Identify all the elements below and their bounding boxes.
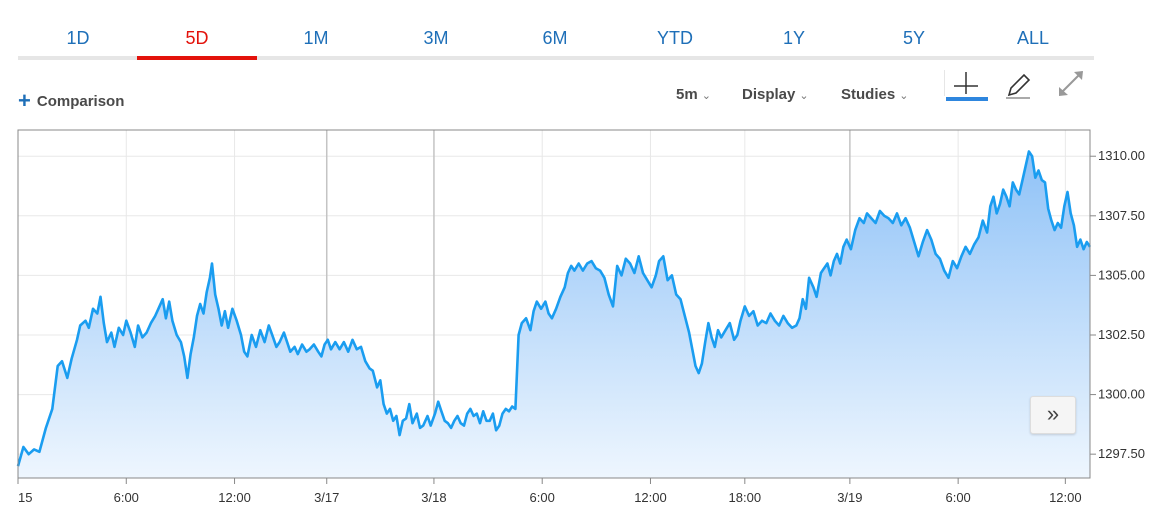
- y-tick-label: 1307.50: [1098, 208, 1145, 223]
- tab-ytd[interactable]: YTD: [657, 28, 693, 48]
- y-tick-label: 1305.00: [1098, 267, 1145, 282]
- tab-1y[interactable]: 1Y: [782, 28, 806, 48]
- tab-5d[interactable]: 5D: [137, 28, 257, 60]
- comparison-label: Comparison: [36, 93, 125, 110]
- interval-label: 5m: [676, 86, 698, 103]
- x-tick-label: 12:00: [218, 490, 251, 505]
- double-chevron-right-icon: »: [1046, 401, 1060, 426]
- tab-1m[interactable]: 1M: [303, 28, 329, 48]
- studies-label: Studies: [841, 86, 896, 103]
- x-tick-label: 3/17: [314, 490, 339, 505]
- chevron-down-icon: ⌄: [899, 90, 909, 102]
- x-tick-label: 12:00: [634, 490, 667, 505]
- y-tick-label: 1297.50: [1098, 446, 1145, 461]
- x-tick-label: 15: [18, 490, 32, 505]
- y-tick-label: 1302.50: [1098, 327, 1145, 342]
- plus-icon: +: [18, 88, 31, 113]
- tab-5y[interactable]: 5Y: [902, 28, 926, 48]
- x-tick-label: 12:00: [1049, 490, 1082, 505]
- y-tick-label: 1300.00: [1098, 387, 1145, 402]
- comparison-button[interactable]: + Comparison: [18, 86, 125, 113]
- tab-all[interactable]: ALL: [1016, 28, 1050, 48]
- chevron-down-icon: ⌄: [799, 90, 809, 102]
- x-tick-label: 6:00: [945, 490, 970, 505]
- x-tick-label: 6:00: [530, 490, 555, 505]
- x-tick-label: 3/18: [421, 490, 446, 505]
- x-tick-label: 18:00: [729, 490, 762, 505]
- tab-1d[interactable]: 1D: [66, 28, 90, 48]
- price-chart[interactable]: 1310.00 1307.50 1305.00 1302.50 1300.00 1297.…: [0, 126, 1168, 518]
- x-tick-label: 6:00: [114, 490, 139, 505]
- scroll-latest-button[interactable]: »: [1030, 396, 1076, 434]
- chart-toolbar: + Comparison 5m ⌄ Display ⌄ Studies ⌄: [0, 70, 1168, 114]
- display-dropdown[interactable]: Display ⌄: [742, 86, 809, 103]
- crosshair-icon: [943, 70, 988, 101]
- studies-dropdown[interactable]: Studies ⌄: [841, 86, 908, 103]
- display-label: Display: [742, 86, 796, 103]
- tab-3m[interactable]: 3M: [423, 28, 449, 48]
- y-tick-label: 1310.00: [1098, 148, 1145, 163]
- tab-6m[interactable]: 6M: [542, 28, 568, 48]
- draw-tool[interactable]: [1000, 70, 1044, 104]
- pencil-icon: [1006, 73, 1031, 99]
- plot-frame: [17, 129, 1091, 479]
- chart-svg: 1310.00 1307.50 1305.00 1302.50 1300.00 1297.…: [16, 129, 1145, 505]
- timeframe-tabs: 1D 5D 1M 3M 6M YTD 1Y 5Y ALL: [18, 24, 1094, 60]
- expand-icon: [1059, 71, 1083, 96]
- fullscreen-tool[interactable]: [1052, 70, 1096, 104]
- crosshair-tool[interactable]: [943, 70, 988, 104]
- x-tick-label: 3/19: [837, 490, 862, 505]
- chevron-down-icon: ⌄: [701, 90, 711, 102]
- interval-dropdown[interactable]: 5m ⌄: [676, 86, 711, 103]
- price-line: [16, 150, 1092, 467]
